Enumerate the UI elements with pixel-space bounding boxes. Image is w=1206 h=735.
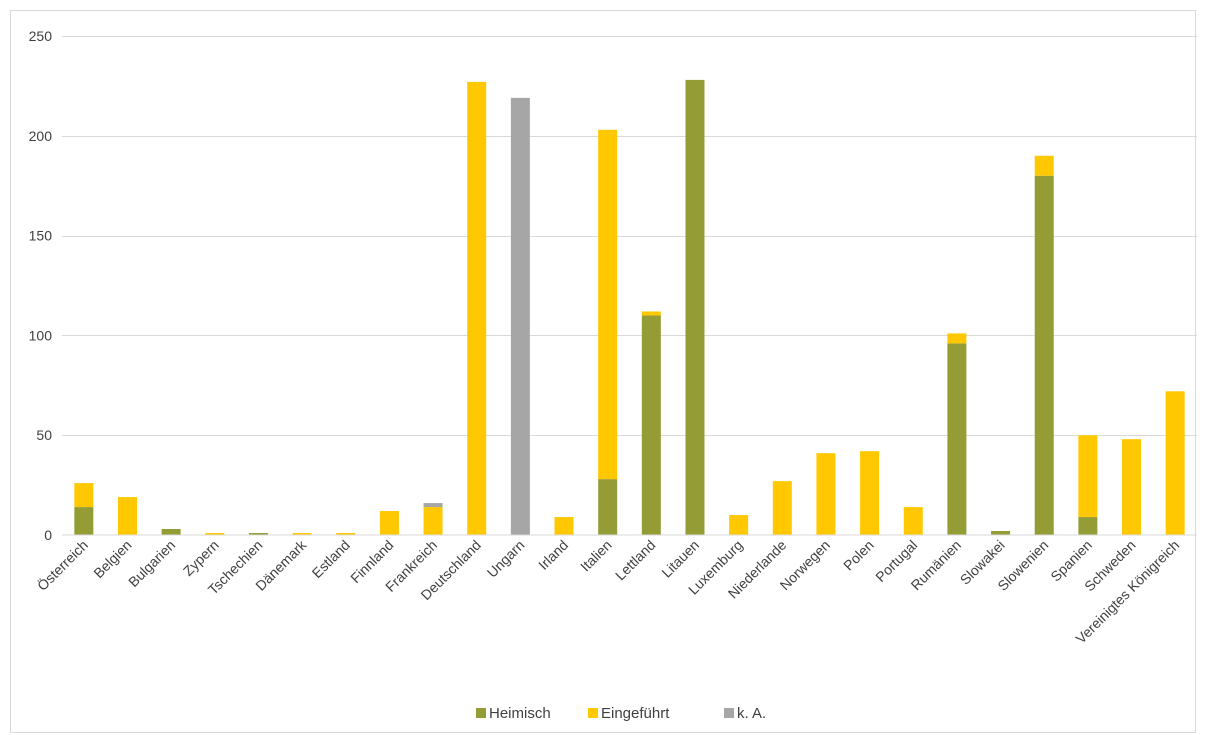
legend-swatch <box>724 708 734 718</box>
y-tick-label: 50 <box>36 427 52 443</box>
bar-segment-eingef-hrt <box>380 511 399 535</box>
bar-segment-heimisch <box>991 531 1010 535</box>
bar-segment-eingef-hrt <box>424 507 443 535</box>
bar-segment-eingef-hrt <box>555 517 574 535</box>
bar-segment-eingef-hrt <box>1122 439 1141 535</box>
bar-segment-eingef-hrt <box>118 497 137 535</box>
legend-swatch <box>476 708 486 718</box>
bar-segment-heimisch <box>1078 517 1097 535</box>
bar-segment-eingef-hrt <box>729 515 748 535</box>
bar-segment-eingef-hrt <box>1078 435 1097 517</box>
bar-segment-eingef-hrt <box>773 481 792 535</box>
y-tick-label: 200 <box>29 128 53 144</box>
legend-swatch <box>588 708 598 718</box>
bar-segment-heimisch <box>74 507 93 535</box>
bar-segment-eingef-hrt <box>598 130 617 479</box>
bar-segment-eingef-hrt <box>904 507 923 535</box>
bar-segment-k-a <box>511 98 530 535</box>
legend-label: Eingeführt <box>601 705 670 722</box>
y-tick-label: 250 <box>29 28 53 44</box>
bar-segment-heimisch <box>642 315 661 535</box>
bar-segment-eingef-hrt <box>816 453 835 535</box>
bar-segment-k-a <box>424 503 443 507</box>
bar-segment-heimisch <box>685 80 704 535</box>
bar-segment-eingef-hrt <box>74 483 93 507</box>
y-tick-label: 0 <box>44 527 52 543</box>
bar-segment-eingef-hrt <box>1166 391 1185 535</box>
bar-segment-heimisch <box>947 343 966 535</box>
bar-segment-eingef-hrt <box>642 311 661 315</box>
bar-segment-eingef-hrt <box>1035 156 1054 176</box>
bar-segment-eingef-hrt <box>467 82 486 535</box>
y-tick-label: 150 <box>29 228 53 244</box>
y-tick-label: 100 <box>29 327 53 343</box>
legend-label: k. A. <box>737 705 766 722</box>
bar-segment-heimisch <box>598 479 617 535</box>
bar-segment-eingef-hrt <box>860 451 879 535</box>
legend-label: Heimisch <box>489 705 551 722</box>
bar-segment-heimisch <box>162 529 181 535</box>
bar-segment-heimisch <box>1035 176 1054 535</box>
bar-segment-eingef-hrt <box>947 333 966 343</box>
